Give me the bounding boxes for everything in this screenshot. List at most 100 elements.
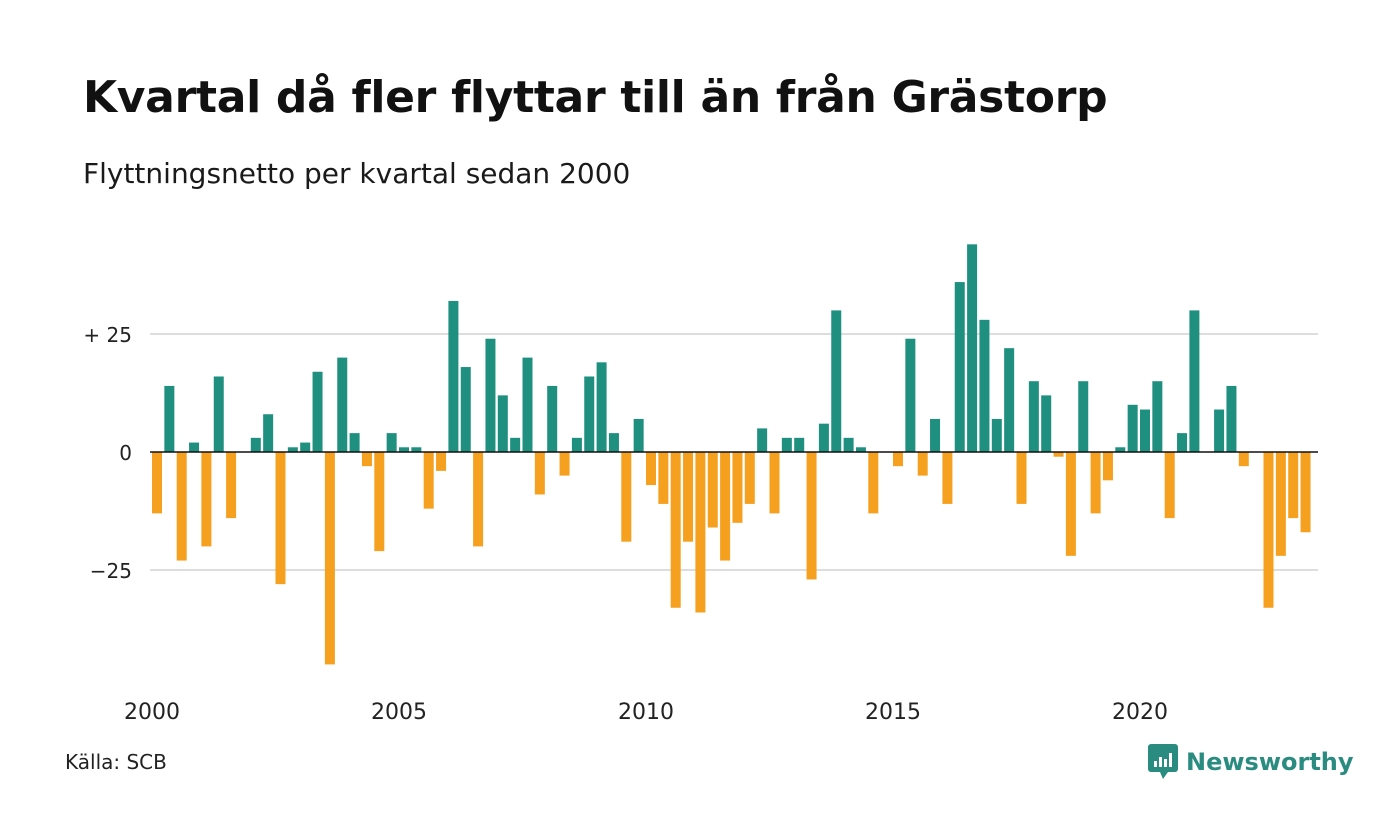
bar (1275, 452, 1286, 556)
bar (1102, 452, 1113, 481)
x-tick-label: 2015 (865, 700, 921, 725)
bar (275, 452, 286, 585)
bar (1078, 381, 1089, 452)
bar (337, 357, 348, 452)
bar (608, 433, 619, 452)
bar (287, 447, 298, 452)
bar (1140, 409, 1150, 452)
bar (831, 310, 842, 452)
axes: + 25 0 −25 2000 2005 2010 2015 2020 (83, 323, 1318, 725)
bar (1065, 452, 1076, 556)
bars (152, 244, 1311, 665)
bar (1041, 395, 1052, 452)
x-tick-label: 2010 (618, 700, 674, 725)
bar (485, 338, 496, 452)
bar (510, 437, 521, 452)
bar (596, 362, 607, 452)
bar (732, 452, 743, 523)
bar (1226, 385, 1237, 452)
bar (436, 452, 447, 471)
bar (1288, 452, 1299, 519)
bar (991, 418, 1002, 452)
bar (423, 452, 434, 509)
bar (720, 452, 731, 561)
bar (781, 437, 792, 452)
bar (707, 452, 718, 528)
bar (954, 282, 965, 452)
bar (646, 452, 656, 486)
bar (806, 452, 817, 580)
y-tick-label: 0 (119, 441, 132, 465)
bar (460, 367, 471, 452)
bar (633, 418, 644, 452)
bar (448, 300, 459, 452)
bar (374, 452, 385, 552)
chart-subtitle: Flyttningsnetto per kvartal sedan 2000 (83, 157, 631, 190)
bar (621, 452, 632, 542)
bar (473, 452, 484, 547)
bar (411, 447, 422, 452)
bar (201, 452, 212, 547)
bar (1115, 447, 1126, 452)
bar (1177, 433, 1188, 452)
bar (547, 385, 558, 452)
brand-name: Newsworthy (1186, 748, 1354, 776)
bar (324, 452, 335, 665)
bar (1189, 310, 1200, 452)
bar (1214, 409, 1225, 452)
bar (1127, 404, 1138, 452)
bar (658, 452, 669, 504)
bar (1300, 452, 1311, 533)
bar (263, 414, 274, 452)
bar (571, 437, 582, 452)
bar (584, 376, 595, 452)
bar (152, 452, 162, 514)
bar (744, 452, 755, 504)
bar (967, 244, 978, 452)
bar (843, 437, 854, 452)
bar (1152, 381, 1163, 452)
bar (683, 452, 694, 542)
bar (930, 418, 941, 452)
bar (917, 452, 928, 476)
bar (1028, 381, 1039, 452)
bar (942, 452, 953, 504)
bar (1053, 452, 1064, 457)
bar (1016, 452, 1027, 504)
bar (1164, 452, 1175, 519)
bar (1263, 452, 1274, 608)
bar (794, 437, 805, 452)
x-tick-label: 2005 (371, 700, 427, 725)
newsworthy-logo: Newsworthy (1148, 744, 1354, 780)
bar (176, 452, 187, 561)
bar (534, 452, 545, 495)
y-tick-label: −25 (90, 559, 132, 583)
source-note: Källa: SCB (65, 750, 167, 774)
bar (250, 437, 261, 452)
x-tick-label: 2000 (124, 700, 180, 725)
bar (670, 452, 681, 608)
bar (312, 371, 323, 452)
bar (361, 452, 372, 467)
bar (189, 442, 200, 452)
bar (893, 452, 903, 467)
bar (300, 442, 311, 452)
x-tick-label: 2020 (1112, 700, 1168, 725)
bar (226, 452, 237, 519)
bar (497, 395, 508, 452)
bar (386, 433, 397, 452)
grid-lines (150, 333, 1318, 571)
bar (559, 452, 570, 476)
bar (164, 385, 175, 452)
bar (1238, 452, 1249, 467)
newsworthy-logo-icon (1148, 744, 1178, 779)
y-tick-label: + 25 (83, 323, 132, 347)
bar (769, 452, 780, 514)
bar (1090, 452, 1101, 514)
bar (757, 428, 768, 452)
bar (855, 447, 866, 452)
bar (399, 447, 409, 452)
bar (213, 376, 224, 452)
bar (349, 433, 360, 452)
